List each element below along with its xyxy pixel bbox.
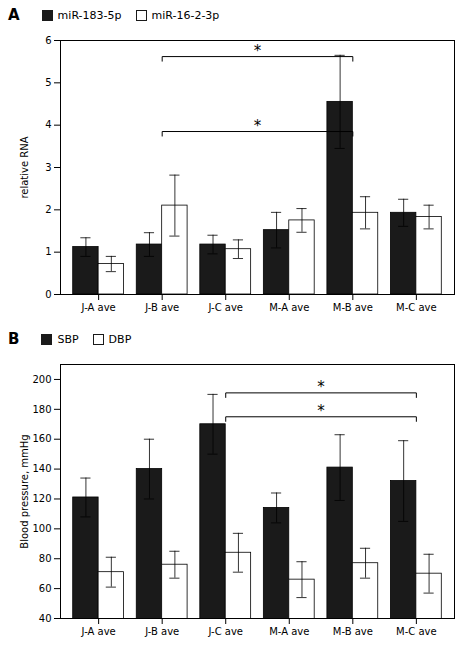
svg-text:J-A ave: J-A ave	[81, 626, 116, 637]
svg-text:4: 4	[45, 119, 51, 130]
svg-text:0: 0	[45, 289, 51, 300]
svg-text:*: *	[254, 117, 262, 135]
svg-text:40: 40	[39, 613, 52, 624]
svg-text:1: 1	[45, 246, 51, 257]
html-text:miR-16-2-3p: miR-16-2-3p	[151, 8, 220, 22]
html-text:SBP: SBP	[57, 332, 79, 346]
svg-text:*: *	[317, 402, 325, 420]
svg-text:M-B ave: M-B ave	[333, 626, 373, 637]
svg-text:60: 60	[39, 583, 52, 594]
svg-text:J-B ave: J-B ave	[144, 626, 179, 637]
svg-text:80: 80	[39, 553, 52, 564]
svg-text:*: *	[317, 378, 325, 396]
svg-text:M-C ave: M-C ave	[396, 302, 437, 313]
svg-text:2: 2	[45, 204, 51, 215]
svg-text:140: 140	[32, 463, 51, 474]
svg-text:M-A ave: M-A ave	[269, 626, 309, 637]
svg-text:J-B ave: J-B ave	[144, 302, 179, 313]
svg-text:6: 6	[45, 35, 51, 46]
svg-text:Blood pressure, mmHg: Blood pressure, mmHg	[19, 434, 30, 548]
html-text:B: B	[8, 330, 20, 348]
html-text:DBP: DBP	[108, 332, 132, 346]
svg-text:J-A ave: J-A ave	[81, 302, 116, 313]
svg-text:100: 100	[32, 523, 51, 534]
svg-text:M-A ave: M-A ave	[269, 302, 309, 313]
svg-text:5: 5	[45, 77, 51, 88]
html-text:miR-183-5p: miR-183-5p	[57, 8, 122, 22]
html-text:A: A	[8, 6, 20, 24]
svg-text:160: 160	[32, 433, 51, 444]
svg-text:relative RNA: relative RNA	[19, 136, 30, 198]
svg-text:200: 200	[32, 374, 51, 385]
svg-text:*: *	[254, 42, 262, 60]
svg-text:J-C ave: J-C ave	[207, 626, 243, 637]
svg-text:3: 3	[45, 162, 51, 173]
svg-text:120: 120	[32, 493, 51, 504]
svg-text:M-C ave: M-C ave	[396, 626, 437, 637]
svg-text:M-B ave: M-B ave	[333, 302, 373, 313]
svg-text:J-C ave: J-C ave	[207, 302, 243, 313]
svg-text:180: 180	[32, 404, 51, 415]
